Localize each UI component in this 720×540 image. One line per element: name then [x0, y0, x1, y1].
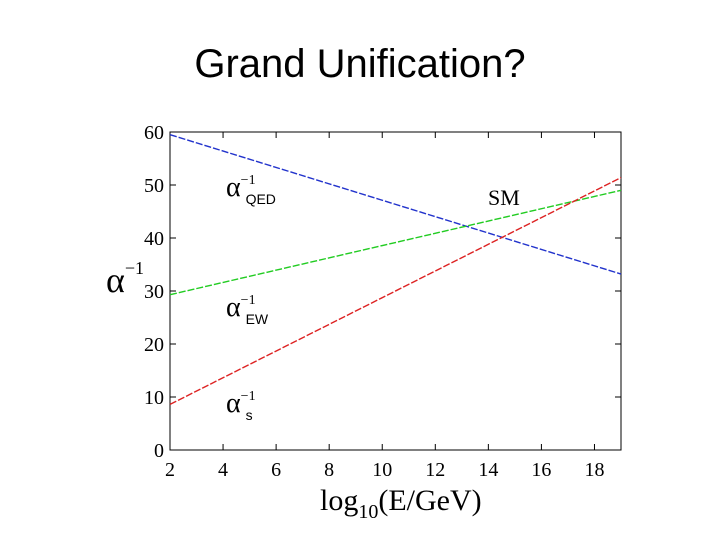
x-tick-label: 12	[425, 459, 445, 481]
y-tick-label: 30	[144, 281, 164, 303]
x-tick-label: 14	[478, 459, 498, 481]
y-axis-label: α−1	[106, 258, 144, 300]
x-tick-label: 16	[531, 459, 551, 481]
y-tick-label: 60	[144, 122, 164, 144]
x-tick-label: 4	[218, 459, 228, 481]
x-tick-label: 2	[165, 459, 175, 481]
annotation-sm: SM	[488, 185, 520, 210]
page-title: Grand Unification?	[194, 42, 526, 86]
x-axis-label: log10(E/GeV)	[320, 484, 482, 523]
x-tick-label: 6	[271, 459, 281, 481]
annotation-ew: α−1 EW	[226, 292, 269, 327]
series-line-ew	[169, 189, 622, 296]
x-tick-label: 10	[372, 459, 392, 481]
annotation-qed: α−1 QED	[226, 172, 276, 207]
y-tick-label: 40	[144, 228, 164, 250]
series-line-qed	[169, 133, 622, 275]
series-lines	[169, 133, 622, 406]
y-tick-label: 20	[144, 334, 164, 356]
x-tick-label: 8	[324, 459, 334, 481]
x-tick-label: 18	[584, 459, 604, 481]
y-tick-label: 10	[144, 387, 164, 409]
y-tick-label: 0	[154, 440, 164, 462]
y-tick-label: 50	[144, 175, 164, 197]
series-line-s	[169, 176, 622, 406]
annotation-s: α−1 s	[226, 388, 256, 423]
axis-ticks: 2 4 6 8 10 12 14 16 18 0 10 20 30 40 50 60	[144, 122, 621, 481]
